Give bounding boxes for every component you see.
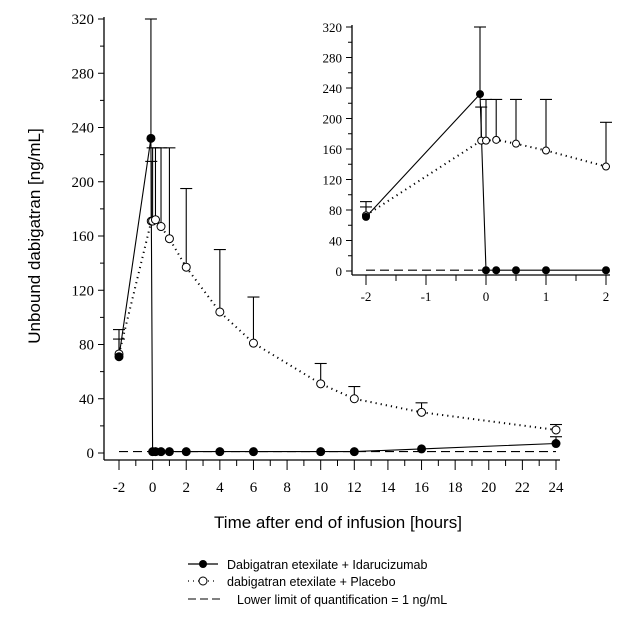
data-point-idarucizumab [248,447,258,457]
y-tick-label: 320 [323,20,343,35]
y-tick-label: 240 [72,121,95,137]
data-point-placebo [248,338,258,348]
y-tick-label: 280 [323,51,343,66]
data-point-placebo [156,222,166,232]
y-tick-label: 160 [72,229,95,245]
data-point-placebo [150,215,160,225]
data-point-placebo [602,162,610,171]
y-tick-label: 200 [72,175,95,191]
legend: Dabigatran etexilate + Idarucizumab dabi… [188,558,447,607]
y-tick-label: 40 [79,392,94,408]
x-tick-label: 20 [481,480,496,496]
x-tick-label: 10 [313,480,328,496]
data-point-idarucizumab [542,266,550,275]
x-tick-label: -1 [421,289,432,304]
x-tick-label: 24 [549,480,565,496]
data-point-idarucizumab [146,133,156,143]
legend-marker-idarucizumab [199,560,207,568]
y-tick-label: 120 [72,283,95,299]
x-tick-label: -2 [113,480,126,496]
y-tick-label: 0 [87,446,95,462]
x-tick-label: 22 [515,480,530,496]
x-tick-label: 2 [182,480,190,496]
x-tick-label: 0 [483,289,490,304]
data-point-idarucizumab [215,447,225,457]
data-point-idarucizumab [492,266,501,275]
x-axis-label: Time after end of infusion [hours] [214,513,462,532]
data-point-placebo [417,407,427,417]
data-point-idarucizumab [602,266,610,275]
data-point-idarucizumab [316,447,326,457]
x-tick-label: 14 [380,480,396,496]
y-tick-label: 240 [323,81,343,96]
data-point-idarucizumab [551,439,561,449]
data-point-idarucizumab [482,266,490,275]
legend-label-lloq: Lower limit of quantification = 1 ng/mL [237,593,447,607]
x-tick-label: 6 [250,480,258,496]
legend-label-idarucizumab: Dabigatran etexilate + Idarucizumab [227,558,428,572]
x-tick-label: 16 [414,480,430,496]
data-point-placebo [542,146,550,155]
data-point-idarucizumab [349,447,359,457]
x-tick-label: -2 [361,289,372,304]
y-tick-label: 80 [329,203,342,218]
y-tick-label: 80 [79,338,94,354]
legend-marker-placebo [198,576,208,586]
data-point-idarucizumab [181,447,191,457]
series-line [118,218,557,431]
data-point-idarucizumab [156,447,166,457]
data-point-placebo [349,394,359,404]
y-tick-label: 160 [323,142,343,157]
data-point-placebo [164,234,174,244]
data-point-idarucizumab [362,212,370,221]
y-axis-label: Unbound dabigatran [ng/mL] [25,128,44,344]
x-tick-label: 18 [448,480,463,496]
y-tick-label: 280 [72,66,95,82]
data-point-placebo [215,307,225,317]
data-point-idarucizumab [512,266,520,275]
data-point-placebo [181,262,191,272]
data-point-placebo [551,425,561,435]
x-tick-label: 8 [283,480,291,496]
x-tick-label: 12 [347,480,362,496]
x-tick-label: 1 [543,289,550,304]
x-tick-label: 4 [216,480,224,496]
data-point-placebo [512,139,520,148]
y-tick-label: 0 [336,264,343,279]
x-tick-label: 2 [603,289,610,304]
data-point-placebo [492,135,501,144]
inset-panel: 0 40 80 120 160 200 240 280 320 -2 -1 0 1 2 [323,20,612,304]
y-tick-label: 120 [323,173,343,188]
data-point-placebo [482,136,490,145]
y-tick-label: 40 [329,234,342,249]
legend-label-placebo: dabigatran etexilate + Placebo [227,575,396,589]
x-tick-label: 0 [149,480,157,496]
y-tick-label: 320 [72,12,95,28]
data-point-placebo [316,379,326,389]
data-point-idarucizumab [114,352,124,362]
data-point-idarucizumab [417,444,427,454]
data-point-idarucizumab [476,90,484,99]
y-tick-label: 200 [323,112,343,127]
data-point-idarucizumab [164,447,174,457]
